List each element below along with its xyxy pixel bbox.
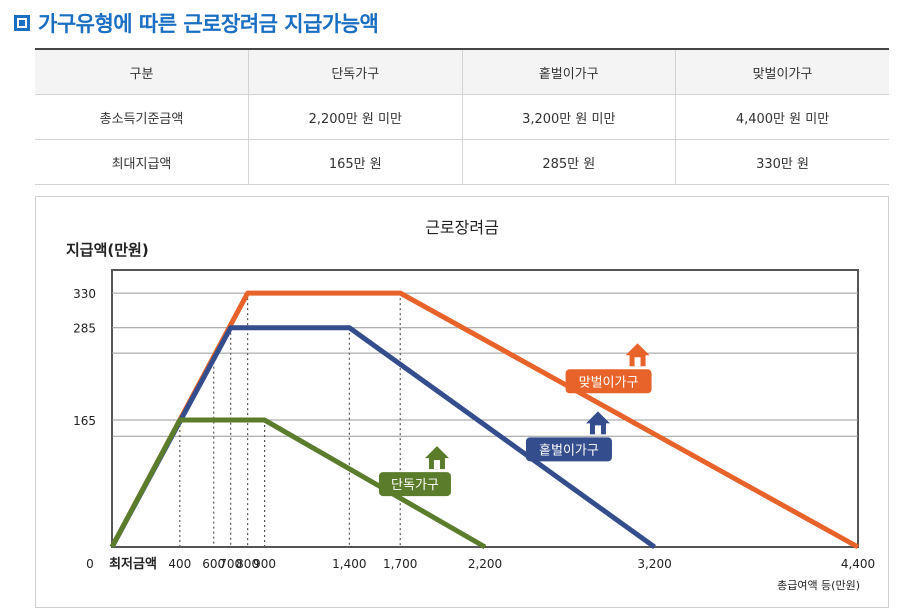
x-tick-label: 1,700 bbox=[383, 557, 417, 571]
x-tick-label-origin: 0 bbox=[86, 557, 94, 571]
legend-badge-맞벌이가구 bbox=[565, 369, 652, 394]
table-cell: 4,400만 원 미만 bbox=[675, 94, 889, 140]
x-tick-label: 400 bbox=[168, 557, 191, 571]
table-cell: 285만 원 bbox=[462, 139, 676, 185]
house-icon bbox=[424, 446, 449, 459]
min-wage-label: 최저금액 bbox=[109, 557, 157, 572]
page-title: 가구유형에 따른 근로장려금 지급가능액 bbox=[38, 12, 379, 36]
x-tick-label: 900 bbox=[253, 557, 276, 571]
house-icon bbox=[433, 460, 440, 470]
y-tick-label: 165 bbox=[73, 414, 96, 428]
legend-label-단독가구: 단독가구 bbox=[391, 478, 439, 493]
chart-title: 근로장려금 bbox=[425, 218, 499, 237]
table-cell: 165만 원 bbox=[248, 139, 463, 185]
x-tick-label: 1,400 bbox=[332, 557, 366, 571]
table-header-cell: 맞벌이가구 bbox=[675, 49, 889, 95]
plot-frame bbox=[111, 269, 859, 548]
x-tick-label: 600 bbox=[202, 557, 225, 571]
eligibility-table: 구분 단독가구 홑벌이가구 맞벌이가구 총소득기준금액 2,200만 원 미만 … bbox=[35, 48, 889, 185]
series-line-단독가구 bbox=[109, 417, 487, 550]
table-header-row: 구분 단독가구 홑벌이가구 맞벌이가구 bbox=[35, 49, 889, 95]
legend-label-홑벌이가구: 홑벌이가구 bbox=[539, 443, 599, 458]
y-tick-label: 285 bbox=[73, 322, 96, 336]
x-tick-label: 2,200 bbox=[468, 557, 502, 571]
y-tick-label: 330 bbox=[73, 287, 96, 301]
table-row: 총소득기준금액 2,200만 원 미만 3,200만 원 미만 4,400만 원… bbox=[35, 94, 889, 140]
x-axis-label: 총급여액 등(만원) bbox=[777, 579, 860, 592]
house-icon bbox=[585, 411, 610, 424]
square-bullet-icon bbox=[14, 15, 30, 31]
y-axis-label: 지급액(만원) bbox=[66, 241, 149, 259]
table-cell: 330만 원 bbox=[675, 139, 889, 185]
table-cell: 최대지급액 bbox=[35, 139, 249, 185]
legend-badge-단독가구 bbox=[378, 472, 451, 497]
x-tick-label: 700 bbox=[219, 557, 242, 571]
table-header-cell: 구분 bbox=[35, 49, 249, 95]
table-row: 최대지급액 165만 원 285만 원 330만 원 bbox=[35, 139, 889, 185]
table-header-cell: 홑벌이가구 bbox=[462, 49, 676, 95]
legend-label-맞벌이가구: 맞벌이가구 bbox=[579, 375, 639, 390]
house-icon bbox=[625, 343, 650, 356]
house-icon bbox=[634, 357, 641, 367]
table-cell: 2,200만 원 미만 bbox=[248, 94, 463, 140]
table-header-cell: 단독가구 bbox=[248, 49, 463, 95]
series-line-홑벌이가구 bbox=[109, 325, 657, 550]
table-cell: 3,200만 원 미만 bbox=[462, 94, 676, 140]
table-cell: 총소득기준금액 bbox=[35, 94, 249, 140]
legend-badge-홑벌이가구 bbox=[525, 437, 612, 462]
x-tick-label: 800 bbox=[236, 557, 259, 571]
x-tick-label: 4,400 bbox=[841, 557, 875, 571]
house-icon bbox=[594, 425, 601, 435]
page-header: 가구유형에 따른 근로장려금 지급가능액 bbox=[14, 8, 379, 38]
x-tick-label: 3,200 bbox=[637, 557, 671, 571]
